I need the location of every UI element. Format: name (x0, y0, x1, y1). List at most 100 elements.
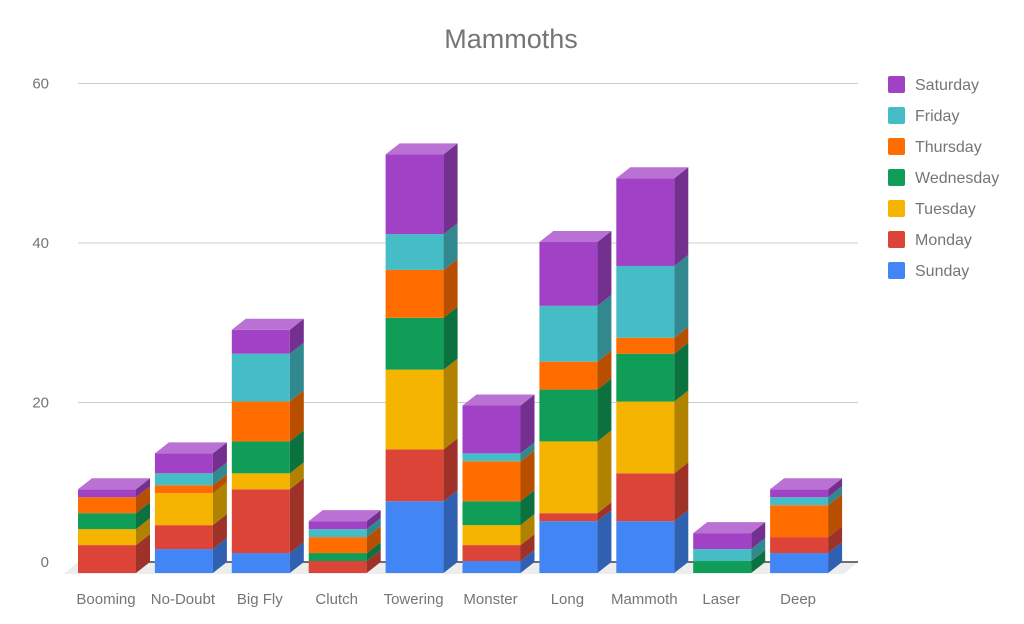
legend-label-friday[interactable]: Friday (915, 108, 959, 125)
bar-segment-thursday-front[interactable] (78, 497, 136, 514)
bar-segment-saturday-front[interactable] (539, 242, 598, 306)
bar-segment-saturday-side[interactable] (366, 510, 381, 530)
legend-swatch-monday[interactable] (888, 231, 905, 248)
bar-segment-thursday-side[interactable] (674, 326, 689, 354)
bar-segment-sunday-front[interactable] (770, 553, 829, 573)
bar-segment-saturday-side[interactable] (136, 478, 150, 498)
legend-label-monday[interactable]: Monday (915, 232, 972, 249)
bar-segment-friday-front[interactable] (231, 353, 290, 402)
legend-swatch-saturday[interactable] (888, 76, 905, 93)
bar-segment-monday-front[interactable] (78, 545, 136, 573)
bar-segment-sunday-side[interactable] (520, 550, 535, 573)
bar-segment-friday-side[interactable] (443, 223, 458, 270)
bar-segment-tuesday-front[interactable] (78, 529, 136, 546)
bar-segment-thursday-side[interactable] (212, 474, 227, 494)
bar-segment-wednesday-side[interactable] (443, 306, 458, 370)
bar-segment-sunday-front[interactable] (154, 549, 213, 573)
bar-top-face[interactable] (78, 478, 150, 490)
bar-segment-tuesday-side[interactable] (597, 430, 612, 514)
bar-segment-friday-side[interactable] (597, 294, 612, 362)
bar-segment-tuesday-front[interactable] (231, 473, 290, 490)
bar-segment-saturday-side[interactable] (289, 318, 304, 354)
bar-top-face[interactable] (770, 478, 843, 490)
bar-segment-thursday-front[interactable] (308, 537, 367, 554)
bar-segment-sunday-front[interactable] (231, 553, 290, 573)
bar-segment-monday-side[interactable] (289, 478, 304, 554)
bar-segment-friday-front[interactable] (616, 265, 675, 338)
bar-segment-thursday-front[interactable] (462, 461, 521, 502)
legend-label-saturday[interactable]: Saturday (915, 77, 979, 94)
bar-segment-monday-front[interactable] (231, 489, 290, 554)
bar-segment-saturday-front[interactable] (616, 178, 675, 266)
bar-segment-thursday-side[interactable] (289, 390, 304, 442)
bar-segment-tuesday-front[interactable] (462, 525, 521, 546)
bar-segment-wednesday-side[interactable] (751, 550, 766, 573)
bar-segment-saturday-side[interactable] (520, 394, 535, 454)
bar-top-face[interactable] (308, 510, 381, 522)
bar-segment-friday-front[interactable] (154, 473, 213, 486)
bar-segment-monday-side[interactable] (597, 502, 612, 522)
bar-segment-thursday-front[interactable] (616, 337, 675, 354)
bar-segment-wednesday-front[interactable] (231, 441, 290, 474)
bar-segment-friday-front[interactable] (770, 497, 829, 506)
bar-segment-monday-side[interactable] (828, 526, 843, 554)
bar-segment-wednesday-side[interactable] (520, 490, 535, 526)
bar-segment-thursday-front[interactable] (539, 361, 598, 390)
bar-top-face[interactable] (154, 442, 227, 454)
bar-segment-friday-front[interactable] (462, 453, 521, 462)
bar-segment-friday-side[interactable] (212, 462, 227, 486)
bar-segment-wednesday-front[interactable] (462, 501, 521, 526)
bar-segment-wednesday-side[interactable] (289, 430, 304, 474)
legend-swatch-wednesday[interactable] (888, 169, 905, 186)
bar-segment-tuesday-front[interactable] (154, 493, 213, 526)
bar-segment-thursday-side[interactable] (828, 494, 843, 538)
bar-segment-wednesday-side[interactable] (366, 542, 381, 562)
bar-segment-thursday-side[interactable] (366, 526, 381, 554)
bar-segment-monday-front[interactable] (154, 525, 213, 550)
bar-segment-wednesday-front[interactable] (385, 317, 444, 370)
bar-segment-friday-side[interactable] (828, 486, 843, 506)
legend-swatch-tuesday[interactable] (888, 200, 905, 217)
bar-segment-thursday-side[interactable] (136, 486, 150, 514)
legend-swatch-friday[interactable] (888, 107, 905, 124)
bar-segment-friday-side[interactable] (289, 342, 304, 402)
bar-segment-saturday-side[interactable] (212, 442, 227, 474)
bar-segment-sunday-side[interactable] (597, 510, 612, 573)
bar-segment-friday-side[interactable] (674, 254, 689, 338)
bar-segment-monday-side[interactable] (520, 534, 535, 562)
bar-segment-monday-front[interactable] (616, 473, 675, 522)
bar-segment-saturday-front[interactable] (231, 329, 290, 354)
bar-segment-saturday-side[interactable] (443, 143, 458, 235)
bar-segment-saturday-front[interactable] (308, 521, 367, 530)
bar-top-face[interactable] (693, 522, 766, 534)
bar-segment-wednesday-side[interactable] (674, 342, 689, 402)
bar-segment-monday-side[interactable] (366, 550, 381, 573)
bar-segment-sunday-side[interactable] (828, 542, 843, 573)
bar-segment-tuesday-side[interactable] (136, 518, 150, 546)
bar-segment-sunday-side[interactable] (443, 490, 458, 573)
bar-segment-sunday-side[interactable] (289, 542, 304, 573)
bar-top-face[interactable] (462, 394, 535, 406)
bar-segment-saturday-side[interactable] (828, 478, 843, 498)
legend-label-tuesday[interactable]: Tuesday (915, 201, 976, 218)
legend-swatch-thursday[interactable] (888, 138, 905, 155)
bar-segment-saturday-front[interactable] (78, 489, 136, 498)
bar-segment-monday-front[interactable] (539, 513, 598, 522)
bar-segment-monday-side[interactable] (674, 462, 689, 522)
bar-segment-sunday-side[interactable] (212, 538, 227, 573)
bar-segment-sunday-side[interactable] (674, 510, 689, 573)
bar-top-face[interactable] (385, 143, 458, 155)
bar-segment-tuesday-side[interactable] (520, 514, 535, 546)
bar-segment-saturday-side[interactable] (674, 167, 689, 266)
bar-segment-monday-front[interactable] (770, 537, 829, 554)
legend-label-sunday[interactable]: Sunday (915, 263, 969, 280)
bar-segment-saturday-front[interactable] (770, 489, 829, 498)
bar-segment-monday-front[interactable] (308, 561, 367, 573)
bar-segment-monday-side[interactable] (136, 534, 150, 573)
bar-segment-tuesday-side[interactable] (289, 462, 304, 490)
bar-segment-wednesday-front[interactable] (539, 389, 598, 442)
bar-segment-friday-front[interactable] (539, 305, 598, 362)
bar-segment-wednesday-front[interactable] (78, 513, 136, 530)
bar-segment-tuesday-front[interactable] (616, 401, 675, 474)
bar-segment-saturday-front[interactable] (385, 154, 444, 235)
